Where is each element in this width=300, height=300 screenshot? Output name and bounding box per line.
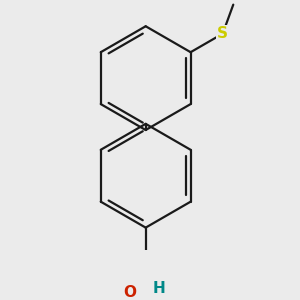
Text: O: O <box>123 285 136 300</box>
Text: H: H <box>153 281 166 296</box>
Text: S: S <box>217 26 228 41</box>
